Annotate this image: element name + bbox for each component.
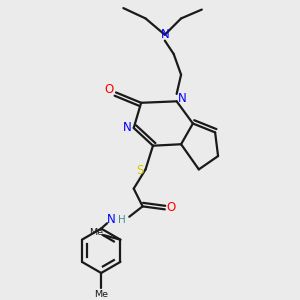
Text: Me: Me	[94, 290, 108, 299]
Text: N: N	[178, 92, 186, 105]
Text: H: H	[118, 215, 126, 225]
Text: O: O	[167, 201, 176, 214]
Text: O: O	[105, 83, 114, 96]
Text: N: N	[123, 122, 132, 134]
Text: N: N	[160, 28, 169, 41]
Text: Me: Me	[89, 228, 103, 237]
Text: N: N	[107, 213, 116, 226]
Text: S: S	[136, 164, 144, 177]
